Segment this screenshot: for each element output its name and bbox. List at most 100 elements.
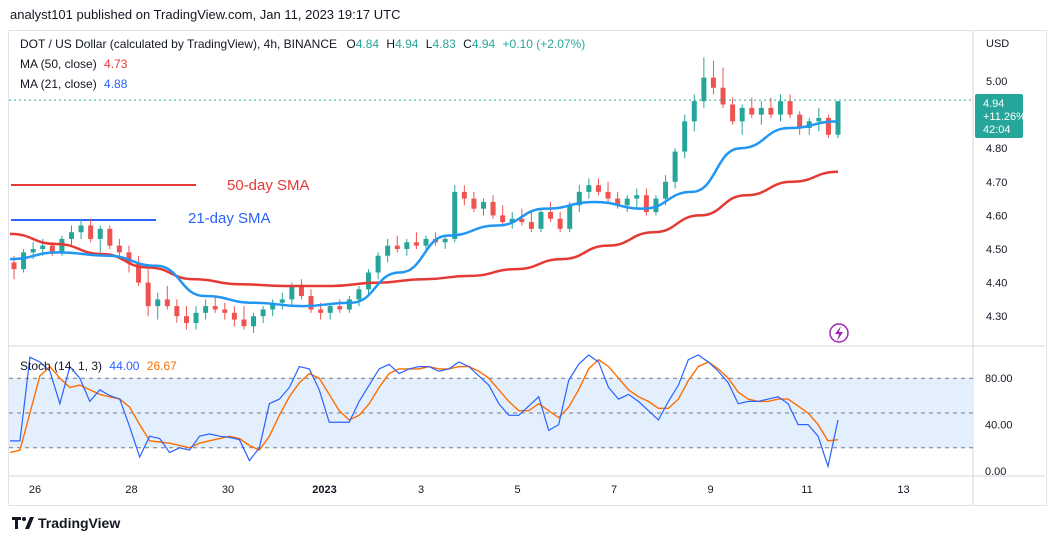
ma21-value: 4.88 bbox=[104, 77, 128, 91]
ohlc-high-label: H bbox=[386, 37, 396, 51]
ohlc-open: 4.84 bbox=[355, 37, 380, 51]
candle-body bbox=[672, 151, 678, 182]
ohlc-low-label: L bbox=[425, 37, 433, 51]
candle-body bbox=[155, 299, 161, 307]
time-tick-label: 13 bbox=[897, 484, 909, 496]
ohlc-close-label: C bbox=[463, 37, 472, 51]
candle-body bbox=[768, 107, 774, 115]
ma21-line bbox=[9, 120, 839, 308]
candle-body bbox=[88, 225, 94, 239]
ma50-label: MA (50, close) bbox=[20, 57, 97, 71]
candle-body bbox=[270, 302, 276, 310]
candle-body bbox=[145, 282, 151, 307]
candle-body bbox=[461, 191, 467, 199]
tradingview-logo-icon bbox=[12, 517, 34, 529]
candle-body bbox=[643, 195, 649, 213]
candle-body bbox=[787, 101, 793, 115]
time-tick-label: 5 bbox=[514, 484, 520, 496]
stoch-k-value: 44.00 bbox=[109, 359, 140, 373]
price-tick-label: 4.60 bbox=[986, 210, 1007, 222]
stoch-tick-label: 40.00 bbox=[985, 420, 1013, 432]
candle-body bbox=[452, 191, 458, 239]
candle-body bbox=[605, 191, 611, 199]
candle-body bbox=[97, 228, 103, 239]
candle-body bbox=[260, 309, 266, 317]
ohlc-open-label: O bbox=[346, 37, 356, 51]
candle-body bbox=[624, 198, 630, 206]
annotation-21-day-sma: 21-day SMA bbox=[188, 210, 271, 227]
candle-body bbox=[193, 312, 199, 323]
currency-label: USD bbox=[986, 38, 1009, 50]
candle-body bbox=[337, 306, 343, 310]
candle-body bbox=[68, 232, 74, 239]
candle-body bbox=[212, 306, 218, 310]
candle-body bbox=[576, 191, 582, 206]
price-tick-label: 4.80 bbox=[986, 143, 1007, 155]
ma21-legend[interactable]: MA (21, close) 4.88 bbox=[20, 77, 127, 91]
candle-body bbox=[366, 272, 372, 290]
stoch-d-value: 26.67 bbox=[146, 359, 177, 373]
candle-body bbox=[663, 181, 669, 199]
tradingview-footer[interactable]: TradingView bbox=[12, 515, 120, 531]
candle-body bbox=[136, 262, 142, 283]
candle-body bbox=[375, 255, 381, 273]
candle-body bbox=[404, 242, 410, 249]
candle-body bbox=[739, 107, 745, 122]
ohlc-high: 4.94 bbox=[395, 37, 419, 51]
price-tick-label: 4.70 bbox=[986, 177, 1007, 189]
time-tick-label: 2023 bbox=[312, 484, 336, 496]
candle-body bbox=[49, 245, 55, 253]
chart-frame[interactable] bbox=[8, 30, 1047, 506]
candle-body bbox=[385, 245, 391, 256]
stoch-legend[interactable]: Stoch (14, 1, 3) 44.00 26.67 bbox=[20, 359, 177, 373]
stoch-k-line bbox=[10, 354, 839, 469]
candle-body bbox=[174, 306, 180, 317]
time-tick-label: 3 bbox=[418, 484, 424, 496]
stoch-tick-label: 80.00 bbox=[985, 373, 1013, 385]
candle-body bbox=[231, 312, 237, 320]
candle-body bbox=[720, 87, 726, 105]
time-tick-label: 7 bbox=[611, 484, 617, 496]
publisher-line: analyst101 published on TradingView.com,… bbox=[10, 7, 401, 22]
ohlc-close: 4.94 bbox=[471, 37, 496, 51]
candle-body bbox=[500, 215, 506, 223]
candle-body bbox=[557, 218, 563, 229]
price-tick-label: 5.00 bbox=[986, 76, 1007, 88]
candle-body bbox=[682, 121, 688, 152]
candle-body bbox=[356, 289, 362, 300]
time-tick-label: 11 bbox=[801, 484, 812, 496]
symbol-legend[interactable]: DOT / US Dollar (calculated by TradingVi… bbox=[20, 37, 585, 51]
candle-body bbox=[758, 107, 764, 115]
candle-body bbox=[413, 242, 419, 246]
ohlc-change: +0.10 (+2.07%) bbox=[502, 37, 586, 51]
candle-body bbox=[241, 319, 247, 327]
candle-body bbox=[567, 205, 573, 229]
candle-body bbox=[308, 296, 314, 310]
candle-body bbox=[203, 306, 209, 313]
ma50-value: 4.73 bbox=[104, 57, 128, 71]
candle-body bbox=[327, 306, 333, 313]
candle-body bbox=[116, 245, 122, 253]
candle-body bbox=[11, 262, 17, 270]
candle-body bbox=[778, 101, 784, 115]
annotation-50-day-sma: 50-day SMA bbox=[227, 177, 310, 194]
candle-body bbox=[107, 228, 113, 246]
candle-body bbox=[471, 198, 477, 209]
candle-body bbox=[710, 77, 716, 88]
candle-body bbox=[318, 309, 324, 313]
candle-body bbox=[730, 104, 736, 122]
time-tick-label: 26 bbox=[29, 484, 41, 496]
candle-body bbox=[691, 101, 697, 122]
candle-body bbox=[30, 249, 36, 253]
candle-body bbox=[183, 316, 189, 323]
stoch-tick-label: 0.00 bbox=[985, 466, 1006, 478]
candle-body bbox=[298, 285, 304, 297]
time-tick-label: 9 bbox=[707, 484, 713, 496]
candle-body bbox=[519, 218, 525, 223]
candle-body bbox=[825, 117, 831, 135]
ma50-legend[interactable]: MA (50, close) 4.73 bbox=[20, 57, 127, 71]
candle-body bbox=[78, 225, 84, 233]
time-tick-label: 30 bbox=[222, 484, 234, 496]
last-price-tag bbox=[975, 94, 1023, 138]
